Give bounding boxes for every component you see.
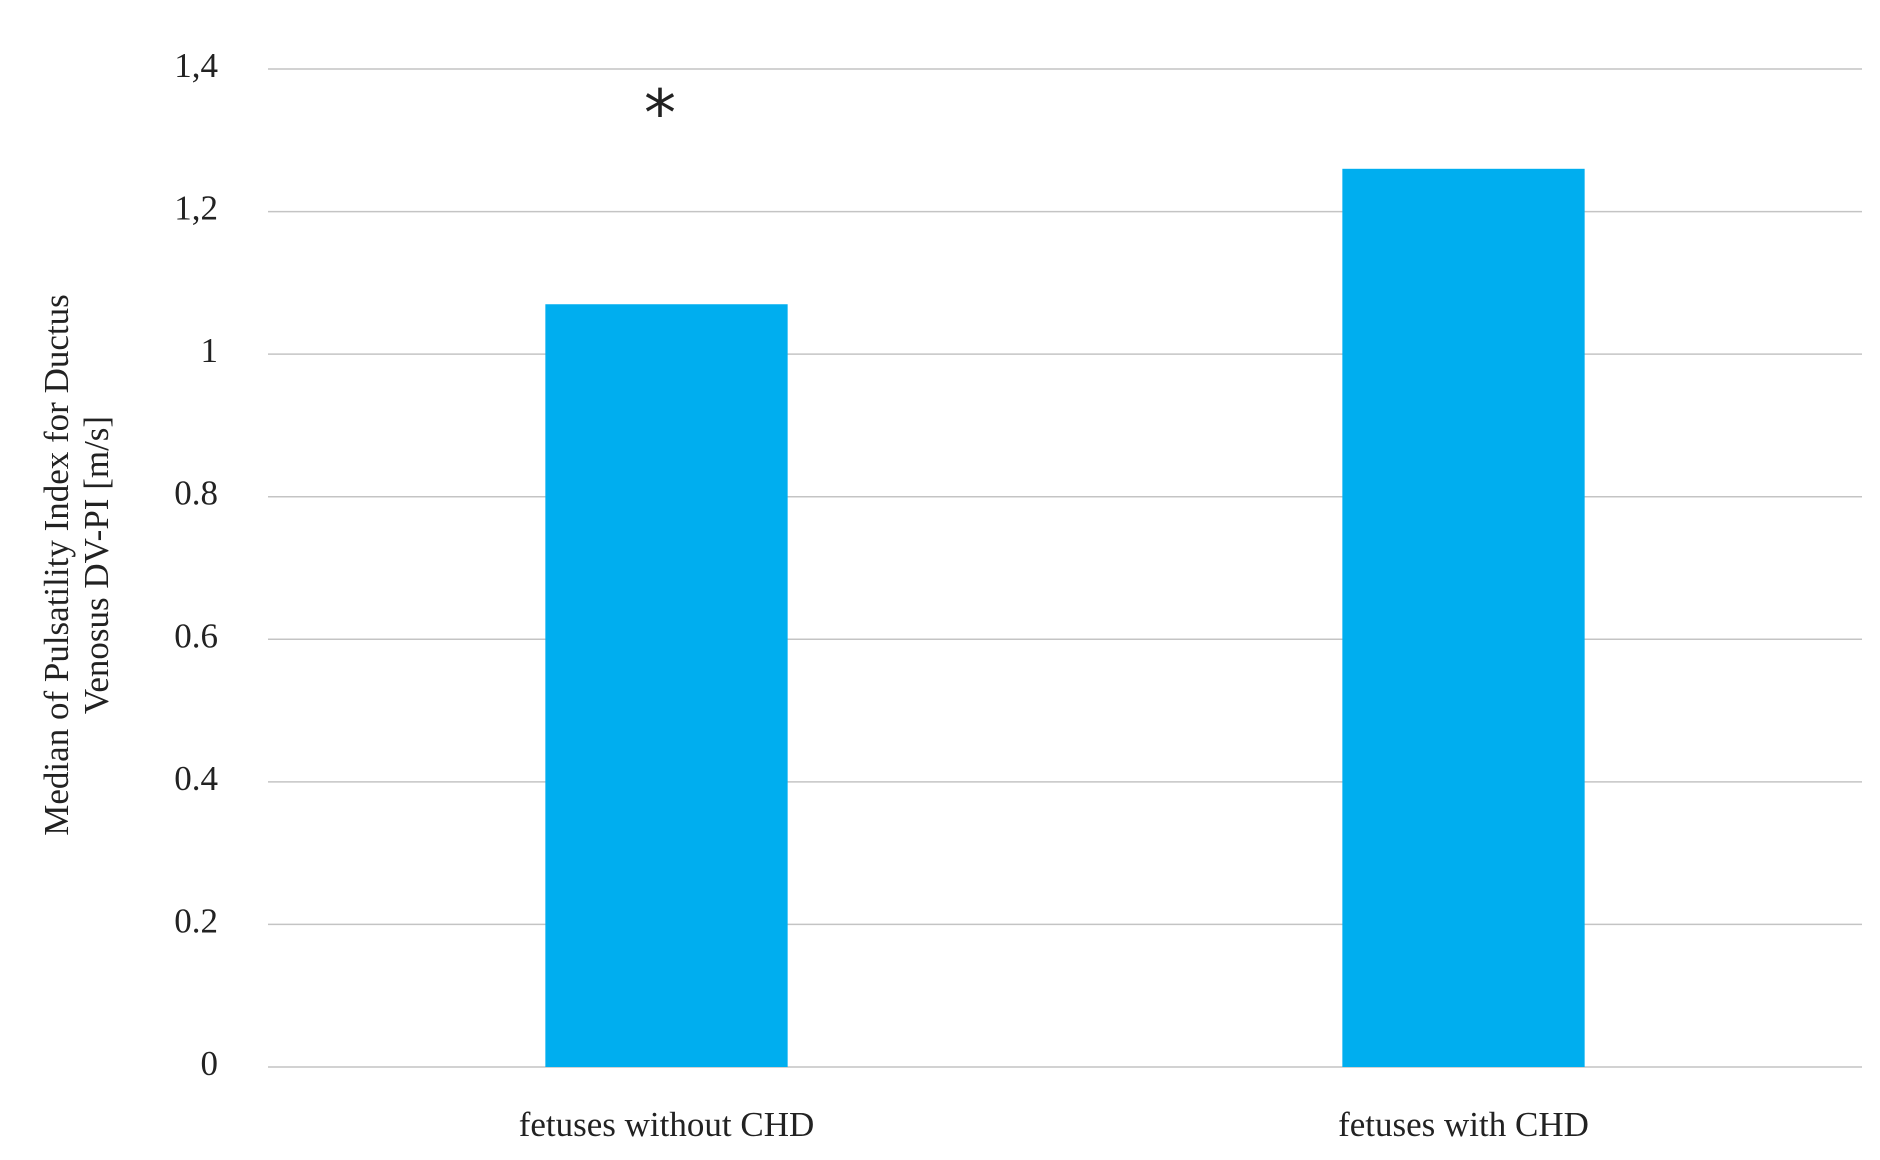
y-tick-label: 0	[201, 1044, 219, 1083]
y-tick-label: 0.2	[174, 901, 218, 940]
y-tick-label: 1,2	[174, 189, 218, 228]
y-tick-label: 0.4	[174, 759, 218, 798]
y-tick-label: 0.6	[174, 616, 218, 655]
y-tick-label: 0.8	[174, 474, 218, 513]
x-tick-label: fetuses with CHD	[1338, 1105, 1589, 1144]
y-tick-label: 1	[201, 331, 219, 370]
y-axis-title: Venosus DV-PI [m/s]	[77, 416, 116, 714]
significance-marker: *	[644, 78, 676, 152]
bar	[545, 304, 788, 1067]
y-axis-title: Median of Pulsatility Index for Ductus	[37, 294, 76, 835]
bar	[1342, 168, 1585, 1068]
x-tick-label: fetuses without CHD	[519, 1105, 815, 1144]
y-tick-label: 1,4	[174, 46, 218, 85]
